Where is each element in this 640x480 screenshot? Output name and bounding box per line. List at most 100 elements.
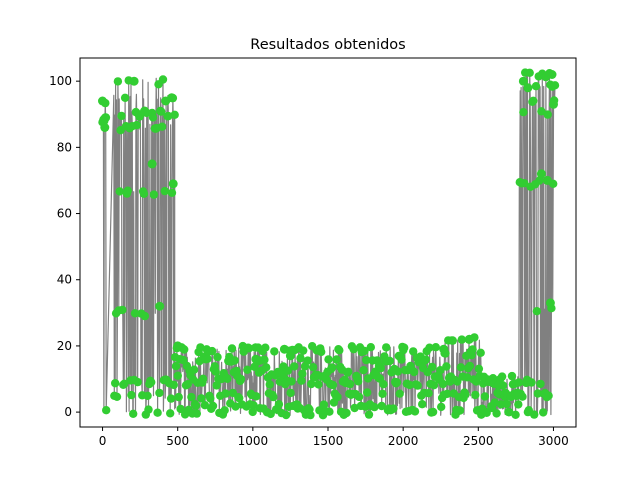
data-point: [166, 394, 176, 403]
data-point: [518, 76, 528, 86]
data-point: [281, 410, 291, 420]
data-point: [536, 169, 546, 179]
data-point: [140, 106, 150, 116]
data-point: [366, 343, 375, 352]
data-point: [529, 96, 538, 106]
data-point: [539, 408, 548, 417]
data-point: [308, 363, 318, 372]
data-point: [206, 394, 215, 403]
data-point: [197, 394, 206, 403]
data-point: [468, 345, 477, 354]
data-point: [118, 305, 127, 315]
data-point: [127, 390, 136, 400]
data-point: [410, 407, 420, 416]
data-point: [153, 408, 162, 417]
data-point: [409, 347, 418, 356]
data-point: [535, 176, 544, 185]
data-point: [299, 346, 308, 355]
data-point: [133, 377, 142, 387]
data-point: [476, 348, 485, 357]
data-point: [102, 406, 111, 415]
data-point: [436, 366, 445, 375]
data-point: [260, 355, 269, 364]
data-point: [123, 186, 132, 195]
data-point: [173, 371, 182, 380]
data-point: [287, 377, 296, 386]
data-point: [117, 111, 126, 121]
data-point: [393, 367, 403, 376]
data-point: [244, 344, 254, 353]
data-point: [527, 378, 536, 387]
data-point: [376, 363, 385, 373]
data-point: [418, 400, 427, 409]
data-point: [442, 362, 451, 371]
data-point: [443, 389, 452, 398]
data-point: [395, 389, 404, 398]
data-point: [269, 392, 278, 402]
data-point: [514, 400, 523, 409]
data-point: [333, 392, 342, 402]
data-point: [405, 380, 414, 390]
data-point: [531, 82, 541, 91]
data-point: [532, 307, 542, 316]
data-point: [455, 406, 465, 415]
data-point: [307, 379, 316, 389]
y-tick-label: 20: [57, 339, 72, 353]
x-tick-label: 500: [166, 434, 189, 448]
data-point: [392, 378, 402, 387]
data-point: [212, 381, 221, 390]
data-point: [345, 379, 355, 389]
data-point: [413, 381, 422, 390]
data-point: [252, 392, 261, 401]
data-point: [464, 334, 474, 344]
data-point: [518, 392, 527, 401]
data-point: [421, 355, 430, 364]
data-point: [543, 110, 552, 119]
data-point: [298, 369, 307, 378]
y-tick-label: 80: [57, 140, 72, 154]
data-point: [507, 371, 517, 381]
data-point: [251, 354, 261, 364]
data-point: [148, 113, 158, 122]
y-tick-label: 40: [57, 273, 72, 287]
data-point: [335, 346, 344, 355]
data-point: [389, 404, 398, 413]
data-point: [180, 345, 189, 354]
data-point: [425, 343, 434, 352]
data-point: [385, 356, 394, 366]
data-point: [542, 175, 552, 185]
data-point: [439, 344, 449, 354]
data-point: [167, 188, 177, 197]
data-point: [155, 301, 165, 311]
data-point: [211, 367, 220, 376]
data-point: [431, 343, 440, 352]
data-point: [379, 380, 388, 389]
data-point: [160, 186, 169, 196]
data-point: [314, 380, 323, 389]
data-point: [187, 392, 196, 402]
data-point: [283, 366, 293, 375]
data-point: [354, 377, 363, 386]
data-point: [296, 354, 305, 363]
data-point: [350, 403, 359, 413]
data-point: [192, 409, 201, 418]
data-point: [129, 409, 138, 418]
data-point: [208, 401, 218, 411]
data-point: [290, 362, 299, 371]
data-point: [158, 75, 168, 84]
data-point: [111, 379, 120, 388]
data-point: [332, 355, 341, 364]
data-point: [428, 407, 438, 417]
data-point: [424, 389, 433, 398]
x-tick-label: 3000: [538, 434, 569, 448]
data-point: [129, 76, 139, 86]
data-point: [235, 393, 244, 403]
data-point: [149, 190, 159, 199]
data-point: [113, 77, 123, 86]
data-point: [169, 380, 178, 390]
data-point: [463, 373, 472, 382]
data-point: [249, 401, 258, 410]
x-tick-label: 1000: [238, 434, 269, 448]
data-point: [377, 401, 386, 411]
